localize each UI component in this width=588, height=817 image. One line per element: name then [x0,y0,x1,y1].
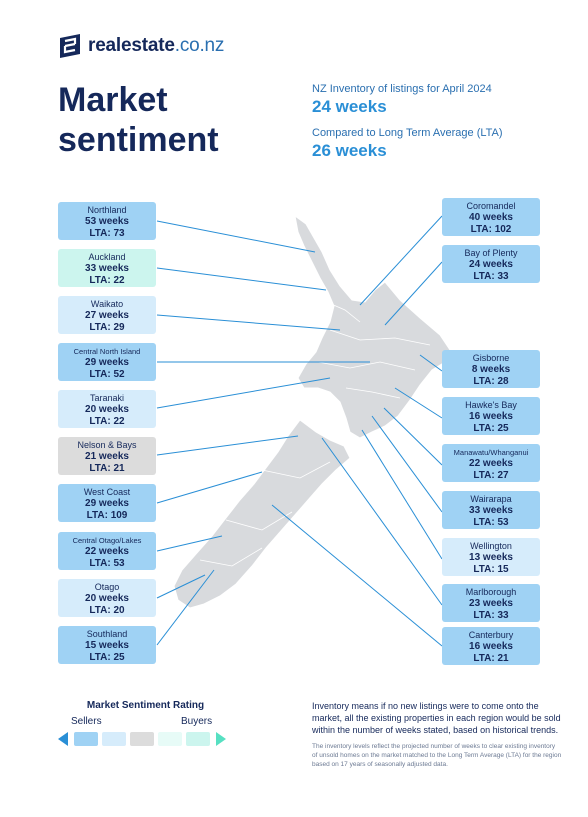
region-card-otago: Otago 20 weeks LTA: 20 [58,579,156,617]
south-island-shape [173,419,351,609]
south-island-borders [199,461,331,567]
inventory-value: 24 weeks [312,97,387,116]
legend-title: Market Sentiment Rating [86,700,205,711]
legend-buyers-label: Buyers [181,716,213,727]
north-island-shape [294,214,451,439]
legend-scale [58,732,226,746]
arrow-left-icon [58,732,68,746]
connector-lines [156,215,443,647]
region-card-hawkes-bay: Hawke's Bay 16 weeks LTA: 25 [442,397,540,435]
region-card-waikato: Waikato 27 weeks LTA: 29 [58,296,156,334]
region-card-auckland: Auckland 33 weeks LTA: 22 [58,249,156,287]
region-card-wairarapa: Wairarapa 33 weeks LTA: 53 [442,491,540,529]
lta-label: Compared to Long Term Average (LTA) [312,127,503,139]
legend-swatch-buyers-strong [186,732,210,746]
legend-swatch-buyers [158,732,182,746]
region-card-west-coast: West Coast 29 weeks LTA: 109 [58,484,156,522]
sentiment-legend: Market Sentiment Rating Sellers Buyers [58,700,238,730]
legend-sellers-label: Sellers [71,716,102,727]
lta-value: 26 weeks [312,141,387,160]
title-line-1: Market [58,81,168,119]
title-line-2: sentiment [58,121,219,159]
page-title: Market sentiment [58,80,219,160]
region-card-coromandel: Coromandel 40 weeks LTA: 102 [442,198,540,236]
region-card-northland: Northland 53 weeks LTA: 73 [58,202,156,240]
region-card-marlborough: Marlborough 23 weeks LTA: 33 [442,584,540,622]
region-card-taranaki: Taranaki 20 weeks LTA: 22 [58,390,156,428]
legend-swatch-sellers [102,732,126,746]
legend-ends: Sellers Buyers [58,716,238,730]
region-card-manawatu-whanganui: Manawatu/Whanganui 22 weeks LTA: 27 [442,444,540,482]
realestate-e-logo-icon [60,34,80,58]
headline-stats: NZ Inventory of listings for April 2024 … [312,82,572,170]
region-card-canterbury: Canterbury 16 weeks LTA: 21 [442,627,540,665]
footnote-main: Inventory means if no new listings were … [312,701,561,735]
arrow-right-icon [216,732,226,746]
region-card-central-otago-lakes: Central Otago/Lakes 22 weeks LTA: 53 [58,532,156,570]
region-card-gisborne: Gisborne 8 weeks LTA: 28 [442,350,540,388]
region-card-central-north-island: Central North Island 29 weeks LTA: 52 [58,343,156,381]
legend-swatch-sellers-strong [74,732,98,746]
region-card-nelson-bays: Nelson & Bays 21 weeks LTA: 21 [58,437,156,475]
brand-logo: realestate.co.nz [58,31,224,61]
footnote-small: The inventory levels reflect the project… [312,743,562,768]
region-card-southland: Southland 15 weeks LTA: 25 [58,626,156,664]
region-card-bay-of-plenty: Bay of Plenty 24 weeks LTA: 33 [442,245,540,283]
brand-name: realestate.co.nz [88,35,225,56]
north-island-borders [317,299,431,399]
footnote: Inventory means if no new listings were … [312,700,562,769]
region-card-wellington: Wellington 13 weeks LTA: 15 [442,538,540,576]
legend-swatch-neutral [130,732,154,746]
inventory-label: NZ Inventory of listings for April 2024 [312,83,492,95]
